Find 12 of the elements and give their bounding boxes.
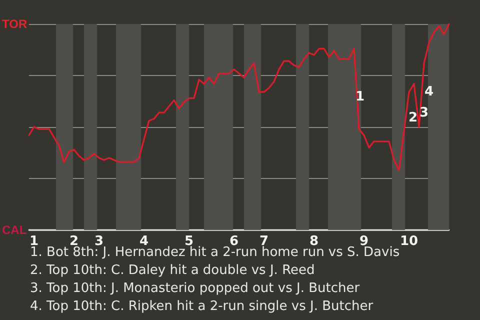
annotation: 4	[424, 84, 434, 100]
text: 2. Top 10th: C. Daley hit a double vs J. Reed	[30, 263, 315, 278]
x-tick-label: 8	[309, 234, 319, 249]
x-tick-label: 3	[94, 234, 104, 249]
text: 3. Top 10th: J. Monasterio popped out vs J. Butcher	[30, 281, 360, 296]
x-tick-label: 10	[400, 234, 418, 249]
text: TOR	[2, 17, 28, 31]
text: 4. Top 10th: C. Ripken hit a 2-run single vs J. Butcher	[30, 299, 374, 314]
text: CAL	[2, 223, 27, 237]
x-tick-label: 6	[229, 234, 239, 249]
x-tick-label: 4	[139, 234, 149, 249]
annotation: 2	[408, 110, 418, 126]
